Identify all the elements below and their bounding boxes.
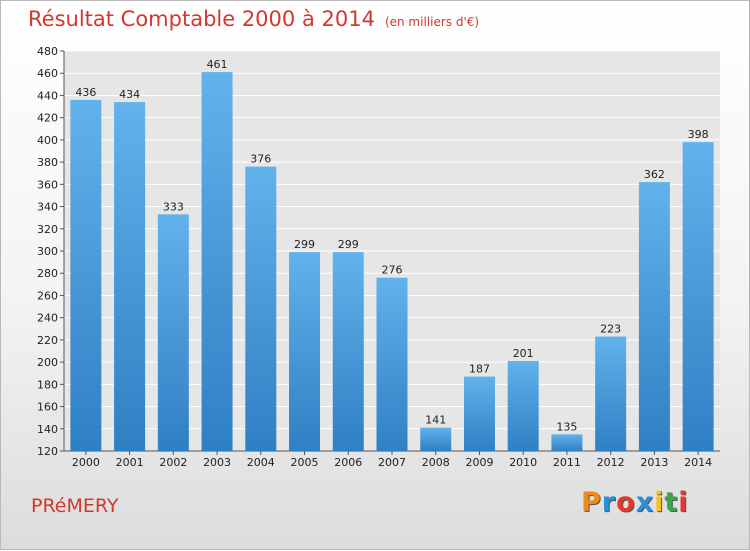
y-tick-label: 320 — [37, 223, 58, 236]
y-tick-label: 200 — [37, 356, 58, 369]
x-tick-label: 2013 — [640, 456, 668, 469]
x-tick-label: 2004 — [247, 456, 275, 469]
data-label: 187 — [469, 363, 490, 376]
logo-letter: i — [654, 487, 665, 518]
x-tick-label: 2009 — [465, 456, 493, 469]
logo-letter: x — [635, 487, 655, 518]
bar — [376, 277, 408, 451]
y-tick-label: 140 — [37, 423, 58, 436]
bar — [114, 102, 146, 451]
data-label: 376 — [250, 153, 271, 166]
y-tick-label: 480 — [37, 45, 58, 58]
logo-letter: t — [664, 487, 679, 518]
bar — [245, 166, 277, 452]
y-tick-label: 460 — [37, 67, 58, 80]
logo-letter: r — [601, 487, 617, 518]
bar — [332, 252, 364, 451]
bar — [595, 336, 627, 451]
bar — [507, 361, 539, 451]
data-label: 362 — [644, 168, 665, 181]
chart-subtitle: (en milliers d'€) — [384, 15, 480, 29]
x-tick-label: 2014 — [684, 456, 712, 469]
data-label: 201 — [513, 347, 534, 360]
bar — [70, 99, 102, 451]
data-label: 436 — [75, 86, 96, 99]
data-label: 398 — [688, 128, 709, 141]
bar — [289, 252, 321, 451]
data-label: 299 — [338, 238, 359, 251]
x-tick-label: 2007 — [378, 456, 406, 469]
bar — [201, 72, 233, 451]
y-tick-label: 220 — [37, 334, 58, 347]
logo-letter: i — [678, 487, 689, 518]
y-tick-label: 120 — [37, 445, 58, 458]
data-label: 333 — [163, 200, 184, 213]
x-tick-label: 2012 — [597, 456, 625, 469]
x-tick-label: 2001 — [116, 456, 144, 469]
y-tick-label: 400 — [37, 134, 58, 147]
chart-title-text: Résultat Comptable 2000 à 2014 — [28, 7, 375, 31]
y-tick-label: 300 — [37, 245, 58, 258]
y-tick-label: 340 — [37, 201, 58, 214]
y-tick-label: 260 — [37, 289, 58, 302]
data-label: 461 — [207, 58, 228, 71]
x-tick-label: 2008 — [422, 456, 450, 469]
bar — [638, 182, 670, 451]
bar — [551, 434, 583, 451]
chart-title: Résultat Comptable 2000 à 2014 (en millie… — [28, 7, 479, 31]
bar — [682, 142, 714, 451]
bar — [463, 376, 495, 451]
x-tick-label: 2011 — [553, 456, 581, 469]
proxiti-logo: Proxiti — [581, 487, 689, 518]
y-tick-label: 160 — [37, 401, 58, 414]
data-label: 141 — [425, 414, 446, 427]
data-label: 276 — [382, 264, 403, 277]
data-label: 223 — [600, 323, 621, 336]
place-name: PRéMERY — [31, 495, 119, 517]
logo-letter: o — [616, 487, 636, 518]
x-tick-label: 2005 — [291, 456, 319, 469]
bar — [420, 427, 452, 451]
y-tick-label: 440 — [37, 89, 58, 102]
data-label: 135 — [556, 420, 577, 433]
y-tick-label: 420 — [37, 112, 58, 125]
x-tick-label: 2010 — [509, 456, 537, 469]
x-tick-label: 2002 — [159, 456, 187, 469]
y-tick-label: 240 — [37, 312, 58, 325]
y-tick-label: 180 — [37, 378, 58, 391]
y-tick-label: 360 — [37, 178, 58, 191]
data-label: 434 — [119, 88, 140, 101]
data-label: 299 — [294, 238, 315, 251]
y-tick-label: 280 — [37, 267, 58, 280]
y-tick-label: 380 — [37, 156, 58, 169]
x-tick-label: 2000 — [72, 456, 100, 469]
logo-letter: P — [581, 487, 602, 518]
x-tick-label: 2003 — [203, 456, 231, 469]
bar — [157, 214, 189, 451]
x-tick-label: 2006 — [334, 456, 362, 469]
